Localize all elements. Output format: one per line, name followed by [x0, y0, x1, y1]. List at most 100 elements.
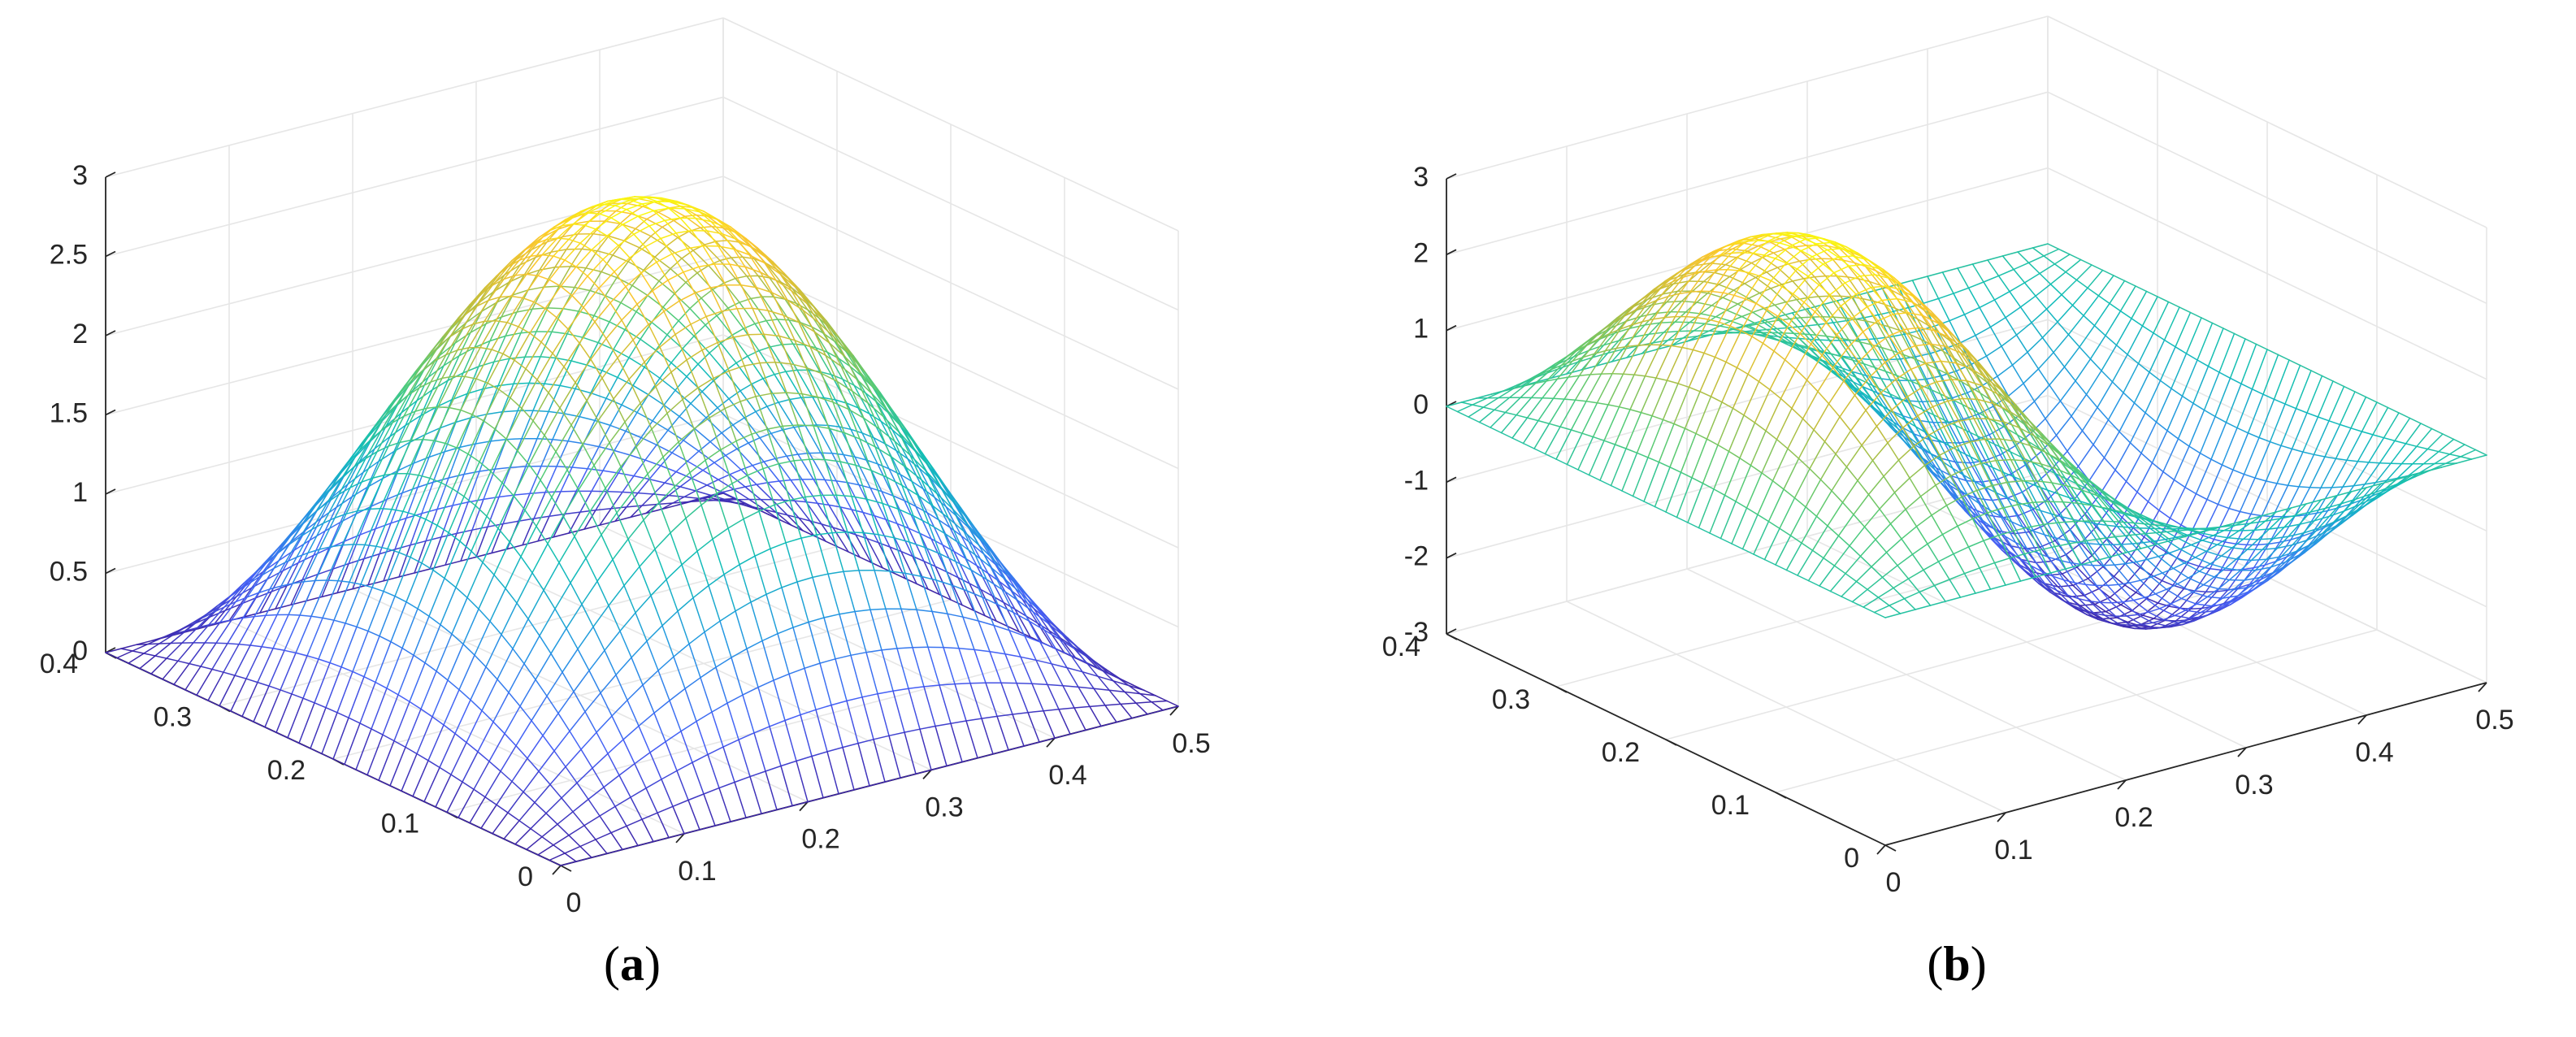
chart-a-mesh-line: [553, 256, 565, 260]
chart-b-mesh-line: [2223, 328, 2235, 334]
chart-a-mesh-line: [151, 658, 167, 674]
chart-a-mesh-line: [909, 687, 924, 688]
chart-a-mesh-line: [390, 786, 401, 792]
chart-a-mesh-line: [487, 483, 502, 516]
chart-a-mesh-line: [514, 383, 529, 384]
chart-a-mesh-line: [719, 788, 731, 822]
chart-a-mesh-line: [774, 505, 786, 543]
chart-a-mesh-line: [338, 581, 349, 583]
chart-a-mesh-line: [951, 723, 962, 761]
chart-a-mesh-line: [920, 727, 935, 730]
chart-a-mesh-line: [510, 542, 521, 557]
chart-a-mesh-line: [618, 473, 634, 476]
chart-a-grid: [106, 18, 1178, 866]
chart-b-mesh-line: [1801, 317, 1812, 318]
chart-b-mesh-line: [2296, 371, 2312, 409]
chart-a-mesh-line: [727, 703, 739, 740]
chart-b-mesh-line: [2084, 315, 2095, 325]
chart-a-mesh-line: [657, 430, 668, 445]
chart-a-mesh-line: [495, 429, 506, 439]
chart-b-mesh-line: [2191, 313, 2202, 319]
chart-a-mesh-line: [638, 842, 653, 846]
chart-a-mesh-line: [174, 664, 189, 685]
chart-b-mesh-line: [2062, 280, 2077, 295]
chart-a-mesh-line: [189, 643, 205, 664]
chart-a-mesh-line: [262, 647, 273, 649]
chart-a-mesh-line: [540, 636, 551, 653]
chart-a-mesh-line: [484, 321, 496, 322]
chart-a-mesh-line: [932, 611, 943, 647]
chart-a-mesh-line: [785, 721, 796, 761]
chart-a-mesh-line: [751, 602, 762, 641]
chart-a-mesh-line: [479, 469, 495, 471]
chart-a-mesh-line: [144, 653, 155, 656]
chart-b-mesh-line: [2017, 323, 2032, 335]
chart-a-mesh-line: [506, 439, 522, 440]
chart-a-mesh-line: [779, 336, 795, 341]
chart-a-mesh-line: [710, 288, 722, 311]
chart-b-mesh-line: [1988, 260, 1999, 276]
chart-a-mesh-line: [530, 492, 545, 493]
chart-a-mesh-line: [554, 731, 570, 751]
chart-b-mesh-line: [2081, 260, 2092, 266]
chart-a-mesh-line: [451, 774, 462, 782]
chart-a-mesh-line: [466, 743, 478, 752]
chart-a-mesh-line: [743, 695, 754, 733]
chart-a-mesh-line: [909, 688, 920, 729]
chart-a-grid-line: [106, 18, 723, 177]
chart-a-mesh-line: [310, 748, 322, 754]
chart-a-mesh-line: [579, 322, 595, 343]
chart-b-mesh-line: [2165, 307, 2180, 340]
chart-a-mesh-line: [627, 685, 643, 701]
chart-b-mesh-line: [1973, 260, 1988, 264]
chart-b-mesh-line: [1742, 317, 1758, 324]
chart-a-mesh-line: [622, 320, 633, 340]
chart-b-mesh-line: [2213, 323, 2224, 329]
chart-a-mesh-line: [635, 219, 647, 229]
chart-b-mesh-line: [2237, 428, 2249, 433]
chart-b-mesh-line: [2115, 443, 2131, 471]
chart-a-mesh-line: [825, 460, 840, 462]
chart-a-mesh-line: [675, 376, 687, 390]
chart-a-mesh-line: [549, 280, 561, 286]
chart-a-mesh-line: [481, 828, 492, 834]
chart-b-mesh-line: [1768, 320, 1780, 322]
chart-b-x-tick-label: 0: [1886, 867, 1902, 898]
chart-b-mesh-line: [2162, 581, 2174, 586]
chart-b-mesh-line: [2062, 295, 2073, 306]
chart-a-mesh-line: [871, 471, 883, 504]
chart-a-mesh-line: [349, 718, 360, 723]
chart-a-mesh-line: [702, 343, 718, 350]
chart-a-mesh-line: [493, 722, 505, 734]
chart-b-mesh-line: [1980, 300, 1995, 307]
chart-a-mesh-line: [688, 794, 704, 801]
chart-a-mesh-line: [893, 691, 904, 732]
chart-b-mesh-line: [1863, 315, 1879, 318]
chart-b-mesh-line: [2032, 323, 2043, 338]
chart-a-mesh-line: [553, 514, 565, 537]
chart-a-mesh-line: [630, 455, 645, 460]
chart-a-mesh-line: [572, 444, 583, 467]
chart-a-mesh-line: [575, 388, 591, 393]
chart-a-mesh-line: [602, 349, 614, 371]
chart-a-mesh-line: [331, 545, 342, 547]
chart-a-mesh-line: [724, 279, 735, 284]
chart-a-mesh-line: [806, 502, 817, 504]
chart-a-mesh-line: [319, 620, 334, 659]
chart-a-mesh-line: [793, 627, 804, 668]
chart-b-x-tick: [1877, 845, 1885, 854]
chart-a-mesh-line: [766, 594, 778, 633]
chart-a-mesh-line: [345, 723, 360, 765]
chart-a-mesh-line: [550, 784, 562, 798]
chart-b-mesh-line: [2110, 281, 2125, 304]
chart-a-mesh-line: [692, 471, 703, 479]
chart-a-mesh-line: [395, 518, 406, 550]
chart-a-mesh-line: [631, 788, 646, 797]
chart-a-mesh-line: [121, 644, 137, 649]
chart-a-mesh-line: [523, 792, 535, 802]
chart-a-mesh-line: [744, 519, 755, 557]
chart-a-mesh-line: [682, 551, 697, 565]
chart-a-mesh-line: [527, 735, 543, 758]
chart-b-mesh-line: [1975, 327, 1991, 335]
chart-a-mesh-line: [762, 634, 778, 641]
